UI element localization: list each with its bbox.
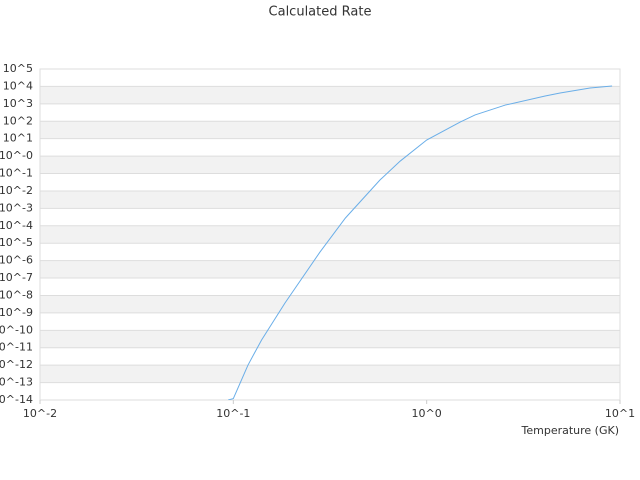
y-tick-label: 10^5 [3,62,33,75]
y-tick-label: 10^-6 [0,254,33,267]
y-tick-label: 10^-13 [0,376,33,389]
y-tick-label: 10^-0 [0,149,33,162]
grid-band [40,121,620,139]
y-tick-label: 10^-7 [0,271,33,284]
grid-band [40,295,620,313]
data-line [228,85,613,400]
chart-title: Calculated Rate [269,5,372,20]
y-tick-label: 10^3 [3,97,33,110]
y-tick-label: 10^1 [3,132,33,145]
y-tick-label: 10^-3 [0,201,33,214]
y-tick-label: 10^-14 [0,393,33,406]
grid-band [40,190,620,209]
y-tick-label: 10^-5 [0,236,33,249]
x-tick-label: 10^-1 [216,407,250,420]
grid-band [40,156,620,174]
x-tick-label: 10^-2 [23,407,57,420]
x-tick-label: 10^0 [412,407,442,420]
y-tick-label: 10^-4 [0,219,33,232]
y-tick-label: 10^2 [3,114,33,127]
y-tick-label: 10^-1 [0,167,33,180]
x-axis-label: Temperature (GK) [521,424,620,437]
y-tick-label: 10^-12 [0,358,33,371]
y-tick-label: 10^-9 [0,306,33,319]
x-tick-label: 10^1 [605,407,635,420]
grid-band [40,365,620,383]
y-tick-label: 10^-8 [0,288,33,301]
y-tick-label: 10^-10 [0,323,33,336]
y-tick-label: 10^4 [3,79,33,92]
grid-band [40,225,620,244]
plot-frame [39,68,621,401]
grid-band [40,260,620,279]
y-tick-label: 10^-2 [0,184,33,197]
grid-band [40,86,620,104]
y-tick-label: 10^-11 [0,341,33,354]
grid-band [40,330,620,348]
